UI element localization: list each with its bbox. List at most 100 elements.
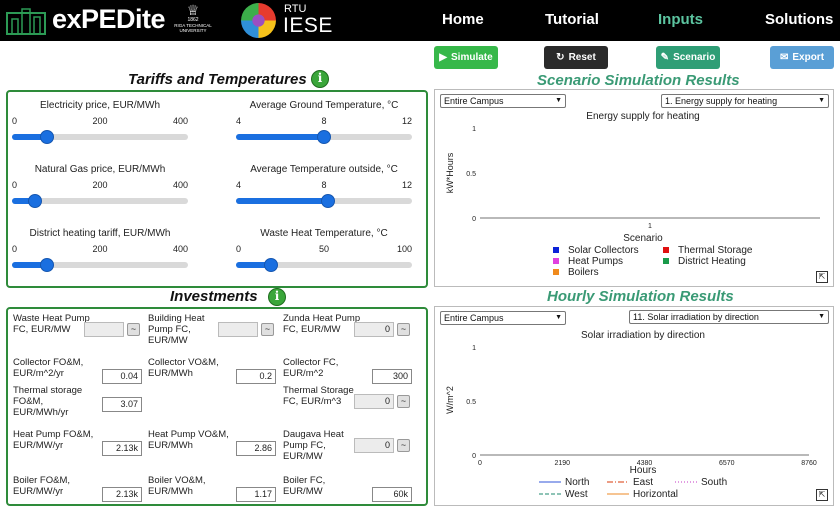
investments-panel: Waste Heat Pump FC, EUR/MW ~ Building Heat… xyxy=(6,307,428,506)
scenario-campus-select[interactable]: Entire Campus ▼ xyxy=(440,94,566,108)
slider-track[interactable] xyxy=(12,194,188,208)
simulate-button[interactable]: ▶ Simulate xyxy=(434,46,498,69)
slider-tick-label: 200 xyxy=(92,180,108,190)
hourly-metric-select[interactable]: 11. Solar irradiation by direction ▼ xyxy=(629,310,829,324)
info-icon[interactable]: i xyxy=(268,288,286,306)
scenario-results-title: Scenario Simulation Results xyxy=(537,72,740,89)
slider-tick-label: 12 xyxy=(401,116,412,126)
hourly-campus-select[interactable]: Entire Campus ▼ xyxy=(440,311,566,325)
export-button[interactable]: ✉ Export xyxy=(770,46,834,69)
scenario-metric-value: 1. Energy supply for heating xyxy=(665,96,778,106)
investment-label: Boiler FC, EUR/MW xyxy=(283,475,326,497)
stepper-icon[interactable]: ~ xyxy=(397,323,410,336)
building-logo-icon xyxy=(6,8,46,35)
slider-track[interactable] xyxy=(12,130,188,144)
investment-input[interactable]: 2.13k xyxy=(102,487,142,502)
expand-icon[interactable]: ⇱ xyxy=(816,271,828,283)
hourly-chart-panel: Entire Campus ▼ 11. Solar irradiation by … xyxy=(434,306,834,506)
nav-solutions[interactable]: Solutions xyxy=(765,11,834,28)
slider-label: Waste Heat Temperature, °C xyxy=(260,228,388,239)
slider-track[interactable] xyxy=(12,258,188,272)
slider-thumb[interactable] xyxy=(264,258,278,272)
scenario-campus-value: Entire Campus xyxy=(444,96,504,106)
y-tick-label: 0.5 xyxy=(466,399,476,406)
investment-label: Heat Pump VO&M, EUR/MWh xyxy=(148,429,229,451)
slider-thumb[interactable] xyxy=(321,194,335,208)
slider-tick-label: 12 xyxy=(401,180,412,190)
y-tick-label: 1 xyxy=(472,126,476,133)
legend-swatch xyxy=(663,258,669,264)
slider-fill xyxy=(12,198,35,204)
iese-rtu-label: RTU xyxy=(284,3,307,15)
rtu-name: RIGA TECHNICAL UNIVERSITY xyxy=(174,23,212,33)
reset-button[interactable]: ↻ Reset xyxy=(544,46,608,69)
stepper-icon[interactable]: ~ xyxy=(397,439,410,452)
app-logo-text[interactable]: exPEDite xyxy=(52,4,166,34)
solar-irradiation-chart: Solar irradiation by direction 0 0.5 1 0 2190… xyxy=(445,330,817,500)
crest-icon: ♕ xyxy=(186,2,200,18)
slider-fill xyxy=(236,134,324,140)
investment-input[interactable]: 0.04 xyxy=(102,369,142,384)
x-tick-label: 0 xyxy=(478,460,482,467)
investment-input[interactable]: 3.07 xyxy=(102,397,142,412)
legend-label: Heat Pumps xyxy=(568,256,623,267)
x-tick-label: 2190 xyxy=(554,460,570,467)
legend-swatch xyxy=(553,258,559,264)
investment-input[interactable]: 2.13k xyxy=(102,441,142,456)
nav-tutorial[interactable]: Tutorial xyxy=(545,11,599,28)
investment-label: Daugava Heat Pump FC, EUR/MW xyxy=(283,429,344,462)
simulate-label: Simulate xyxy=(451,52,493,63)
legend-swatch xyxy=(663,247,669,253)
legend-swatch xyxy=(553,247,559,253)
x-tick-label: 6570 xyxy=(719,460,735,467)
legend-label: South xyxy=(701,477,727,488)
slider-thumb[interactable] xyxy=(317,130,331,144)
investment-input[interactable]: 300 xyxy=(372,369,412,384)
slider-track[interactable] xyxy=(236,258,412,272)
slider-track[interactable] xyxy=(236,130,412,144)
investment-input xyxy=(218,322,258,337)
chart-title: Solar irradiation by direction xyxy=(581,330,705,341)
x-tick-label: 4380 xyxy=(637,460,653,467)
stepper-icon[interactable]: ~ xyxy=(261,323,274,336)
slider-label: District heating tariff, EUR/MWh xyxy=(29,228,171,239)
reset-label: Reset xyxy=(568,52,596,63)
stepper-icon[interactable]: ~ xyxy=(127,323,140,336)
legend-label: West xyxy=(565,489,588,500)
legend-label: Thermal Storage xyxy=(678,245,753,256)
investment-input[interactable]: 2.86 xyxy=(236,441,276,456)
investment-input[interactable]: 1.17 xyxy=(236,487,276,502)
nav-inputs[interactable]: Inputs xyxy=(658,11,703,28)
scenario-metric-select[interactable]: 1. Energy supply for heating ▼ xyxy=(661,94,829,108)
investment-input xyxy=(84,322,124,337)
info-icon[interactable]: i xyxy=(311,70,329,88)
y-tick-label: 1 xyxy=(472,345,476,352)
investment-label: Thermal Storage FC, EUR/m^3 xyxy=(283,385,354,407)
slider-label: Average Ground Temperature, °C xyxy=(249,100,399,111)
chevron-down-icon: ▼ xyxy=(555,97,562,104)
slider-thumb[interactable] xyxy=(28,194,42,208)
y-tick-label: 0 xyxy=(472,453,476,460)
investment-label: Thermal storage FO&M, EUR/MWh/yr xyxy=(13,385,83,418)
stepper-icon[interactable]: ~ xyxy=(397,395,410,408)
nav-home[interactable]: Home xyxy=(442,11,484,28)
investment-label: Collector FO&M, EUR/m^2/yr xyxy=(13,357,84,379)
rtu-year: 1862 xyxy=(187,17,199,23)
slider-fill xyxy=(12,262,47,268)
expand-icon[interactable]: ⇱ xyxy=(816,489,828,501)
slider-label: Average Temperature outside, °C xyxy=(250,164,398,175)
scenario-label: Scenario xyxy=(673,52,716,63)
slider-thumb[interactable] xyxy=(40,130,54,144)
legend-label: Horizontal xyxy=(633,489,678,500)
investment-input[interactable]: 0.2 xyxy=(236,369,276,384)
investment-input[interactable]: 60k xyxy=(372,487,412,502)
slider-track[interactable] xyxy=(236,194,412,208)
slider-thumb[interactable] xyxy=(40,258,54,272)
scenario-button[interactable]: ✎ Scenario xyxy=(656,46,720,69)
pencil-icon: ✎ xyxy=(660,52,670,63)
slider-label: Natural Gas price, EUR/MWh xyxy=(34,164,166,175)
investment-input: 0 xyxy=(354,438,394,453)
legend-label: Boilers xyxy=(568,267,599,278)
x-tick-label: 1 xyxy=(648,223,652,230)
slider-tick-label: 200 xyxy=(92,244,108,254)
